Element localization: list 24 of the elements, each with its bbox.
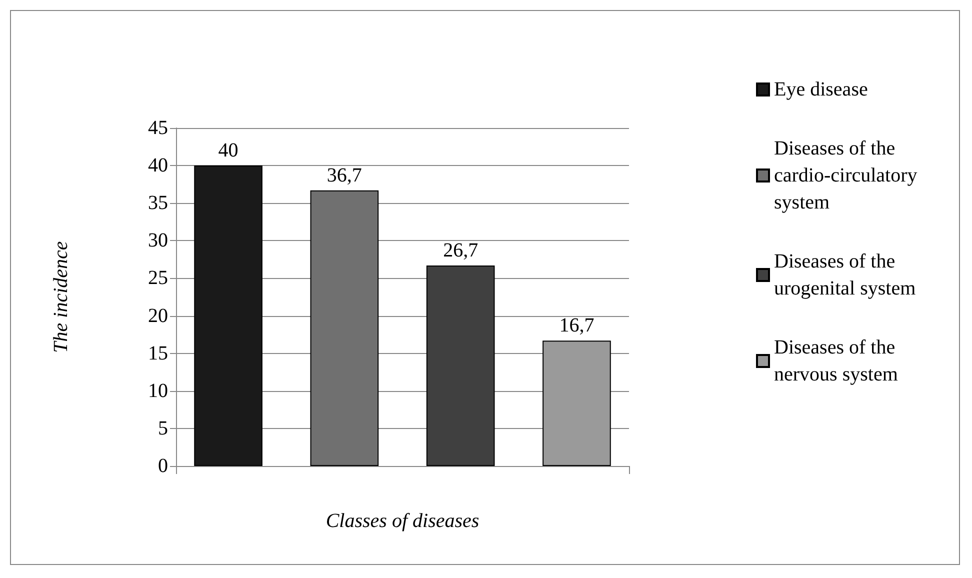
legend-label: Diseases of the nervous system — [774, 336, 900, 386]
y-tick-label: 20 — [148, 304, 168, 327]
data-label: 36,7 — [326, 164, 362, 186]
legend-label: Diseases of the cardio-circulatory system — [774, 138, 922, 214]
x-axis-title: Classes of diseases — [326, 510, 480, 532]
y-tick-label: 15 — [148, 342, 168, 364]
y-tick-label: 0 — [158, 455, 168, 477]
y-tick-label: 5 — [158, 417, 168, 440]
y-tick-label: 45 — [148, 117, 168, 139]
bar — [426, 265, 495, 466]
bar — [194, 166, 262, 466]
data-label: 16,7 — [559, 314, 594, 337]
bar — [310, 190, 379, 466]
y-tick-label: 40 — [148, 154, 168, 177]
legend-label: Eye disease — [774, 78, 868, 100]
y-axis-title: The incidence — [50, 241, 72, 353]
data-label: 40 — [218, 140, 238, 162]
bar — [542, 340, 611, 466]
y-tick-label: 25 — [148, 267, 168, 290]
y-tick-label: 10 — [148, 380, 168, 402]
legend-label: Diseases of the urogenital system — [774, 250, 916, 300]
y-tick-label: 30 — [148, 230, 168, 252]
data-label: 26,7 — [443, 239, 478, 262]
y-tick-label: 35 — [148, 192, 168, 214]
